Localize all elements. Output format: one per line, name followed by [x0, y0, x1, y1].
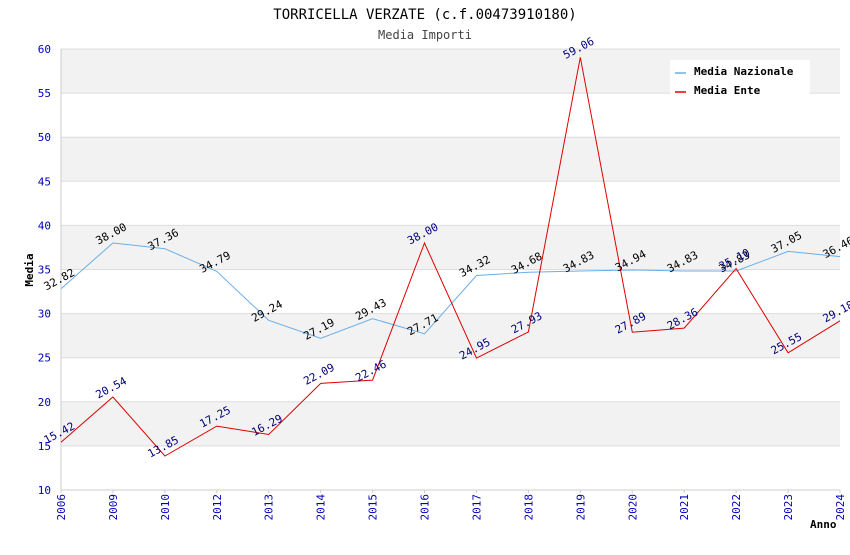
y-axis-label: Media	[23, 253, 36, 286]
x-tick-label: 2017	[470, 494, 483, 521]
x-tick-label: 2010	[159, 494, 172, 521]
x-axis-label: Anno	[810, 518, 837, 531]
chart-subtitle: Media Importi	[378, 28, 472, 42]
background-band	[61, 225, 840, 270]
x-tick-label: 2019	[574, 494, 587, 521]
y-tick-label: 55	[38, 87, 51, 100]
x-tick-label: 2009	[107, 494, 120, 521]
x-tick-label: 2022	[730, 494, 743, 521]
axes	[60, 49, 841, 493]
background-bands	[61, 49, 840, 446]
y-tick-label: 45	[38, 175, 51, 188]
series-lines	[60, 57, 841, 457]
y-tick-label: 25	[38, 352, 51, 365]
background-band	[61, 313, 840, 358]
x-tick-label: 2006	[55, 494, 68, 521]
data-label-ente: 22.09	[301, 361, 336, 388]
y-tick-label: 60	[38, 43, 51, 56]
legend-label-nazionale: Media Nazionale	[694, 65, 794, 78]
background-band	[61, 137, 840, 182]
y-tick-labels: 10 15 20 25 30 35 40 45 50 55 60	[38, 43, 51, 497]
x-tick-label: 2018	[522, 494, 535, 521]
x-tick-label: 2012	[211, 494, 224, 521]
x-tick-label: 2013	[263, 494, 276, 521]
x-tick-label: 2021	[678, 494, 691, 521]
legend-box	[670, 60, 810, 98]
y-tick-label: 35	[38, 264, 51, 277]
legend: Media Nazionale Media Ente	[670, 60, 810, 98]
x-tick-labels: 2006 2009 2010 2012 2013 2014 2015 2016 2017 2018…	[55, 494, 847, 521]
legend-label-ente: Media Ente	[694, 84, 761, 97]
x-tick-label: 2016	[419, 494, 432, 521]
series-line-nazionale	[60, 242, 841, 339]
y-tick-label: 50	[38, 131, 51, 144]
x-tick-label: 2014	[315, 494, 328, 521]
y-tick-label: 20	[38, 396, 51, 409]
background-band	[61, 401, 840, 446]
x-tick-label: 2015	[367, 494, 380, 521]
data-label-ente: 20.54	[94, 374, 130, 401]
x-tick-label: 2020	[626, 494, 639, 521]
x-tick-label: 2023	[782, 494, 795, 521]
series-line-ente	[60, 57, 841, 457]
y-tick-label: 30	[38, 308, 51, 321]
chart-title: TORRICELLA VERZATE (c.f.00473910180)	[273, 7, 576, 23]
grid-lines	[61, 48, 840, 491]
y-tick-label: 40	[38, 219, 51, 232]
y-tick-label: 15	[38, 440, 51, 453]
x-tick-label: 2024	[834, 494, 847, 521]
y-tick-label: 10	[38, 484, 51, 497]
